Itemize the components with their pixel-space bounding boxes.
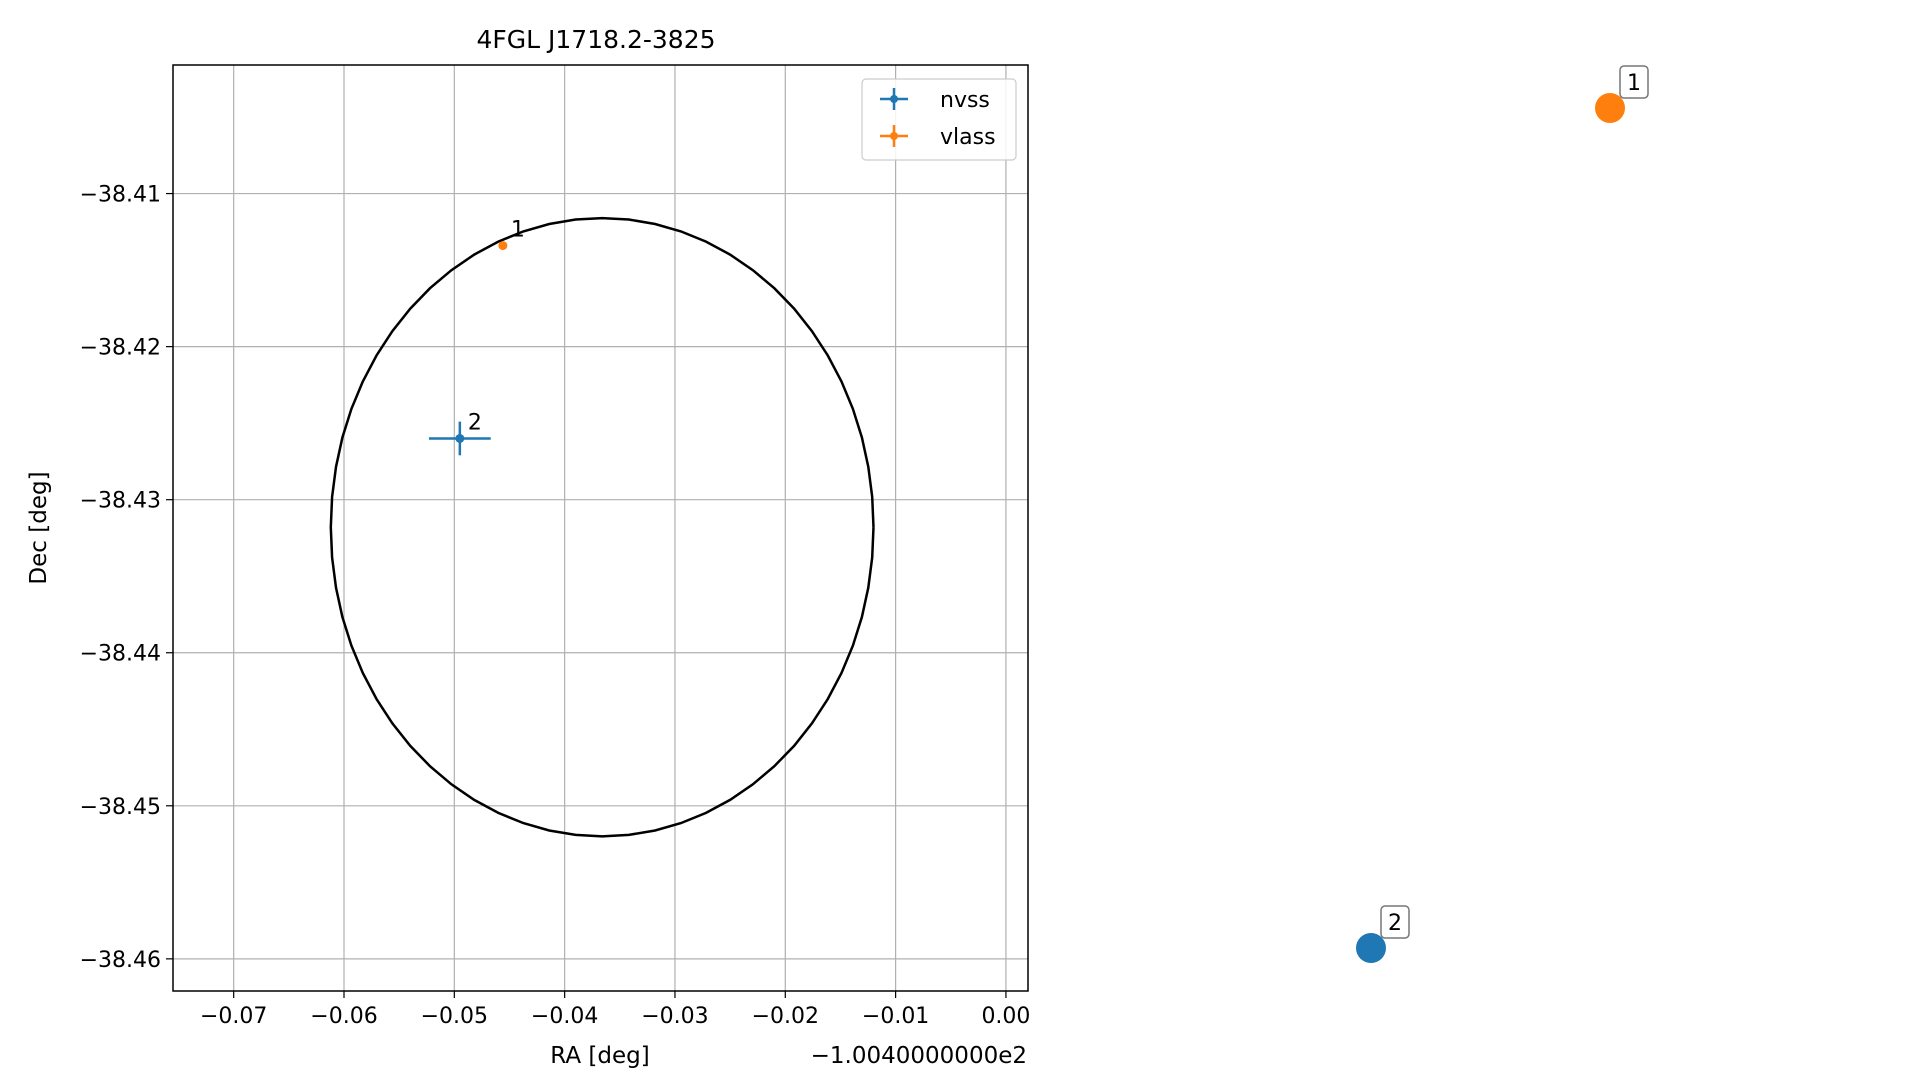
x-tick-label: 0.00 [981,1004,1030,1029]
ellipse-outline [329,216,875,838]
x-tick-label: −0.07 [200,1004,267,1029]
legend-swatch-dot [890,132,898,140]
x-tick-label: −0.01 [862,1004,929,1029]
y-tick-label: −38.46 [80,948,161,973]
y-tick-label: −38.41 [80,183,161,208]
y-tick-label: −38.45 [80,795,161,820]
y-axis-label: Dec [deg] [26,471,52,584]
side-marker-dot [1595,93,1625,123]
legend-entry-nvss: nvss [880,88,990,113]
grid-lines [173,65,1028,991]
x-tick-label: −0.04 [531,1004,598,1029]
x-tick-label: −0.03 [641,1004,708,1029]
legend-label: vlass [940,125,996,150]
side-marker-label-box [1380,905,1410,939]
side-marker-2: 2 [1356,905,1410,963]
data-point-vlass: 1 [498,218,525,251]
x-axis-label: RA [deg] [550,1043,649,1069]
x-tick-label: −0.02 [752,1004,819,1029]
point-label: 1 [511,218,525,243]
plot-area: 21 [172,64,1029,992]
x-tick-label: −0.05 [421,1004,488,1029]
y-tick-label: −38.43 [80,489,161,514]
y-axis-ticks: −38.41 −38.42 −38.43 −38.44 −38.45 −38.46 [80,183,173,973]
side-marker-label-box [1619,65,1649,99]
x-axis-ticks: −0.07 −0.06 −0.05 −0.04 −0.03 −0.02 −0.01 0.00 [200,991,1030,1029]
side-marker-label: 1 [1627,71,1641,96]
chart-title: 4FGL J1718.2-3825 [476,25,715,54]
point-marker [455,433,465,443]
side-marker-1: 1 [1595,65,1649,123]
legend: nvss vlass [861,78,1017,161]
point-marker [498,241,508,251]
data-points: 21 [428,218,525,456]
legend-entry-vlass: vlass [880,125,996,150]
error-ellipse [329,216,875,838]
legend-label: nvss [940,88,990,113]
plot-frame [172,64,1029,992]
point-label: 2 [468,410,482,435]
y-tick-label: −38.44 [80,642,161,667]
side-marker-dot [1356,933,1386,963]
side-panel: 12 [1356,65,1649,963]
legend-swatch-dot [890,95,898,103]
x-axis-offset-label: −1.0040000000e2 [811,1043,1027,1069]
y-tick-label: −38.42 [80,336,161,361]
x-tick-label: −0.06 [310,1004,377,1029]
side-marker-label: 2 [1388,911,1402,936]
data-point-nvss: 2 [428,410,491,456]
